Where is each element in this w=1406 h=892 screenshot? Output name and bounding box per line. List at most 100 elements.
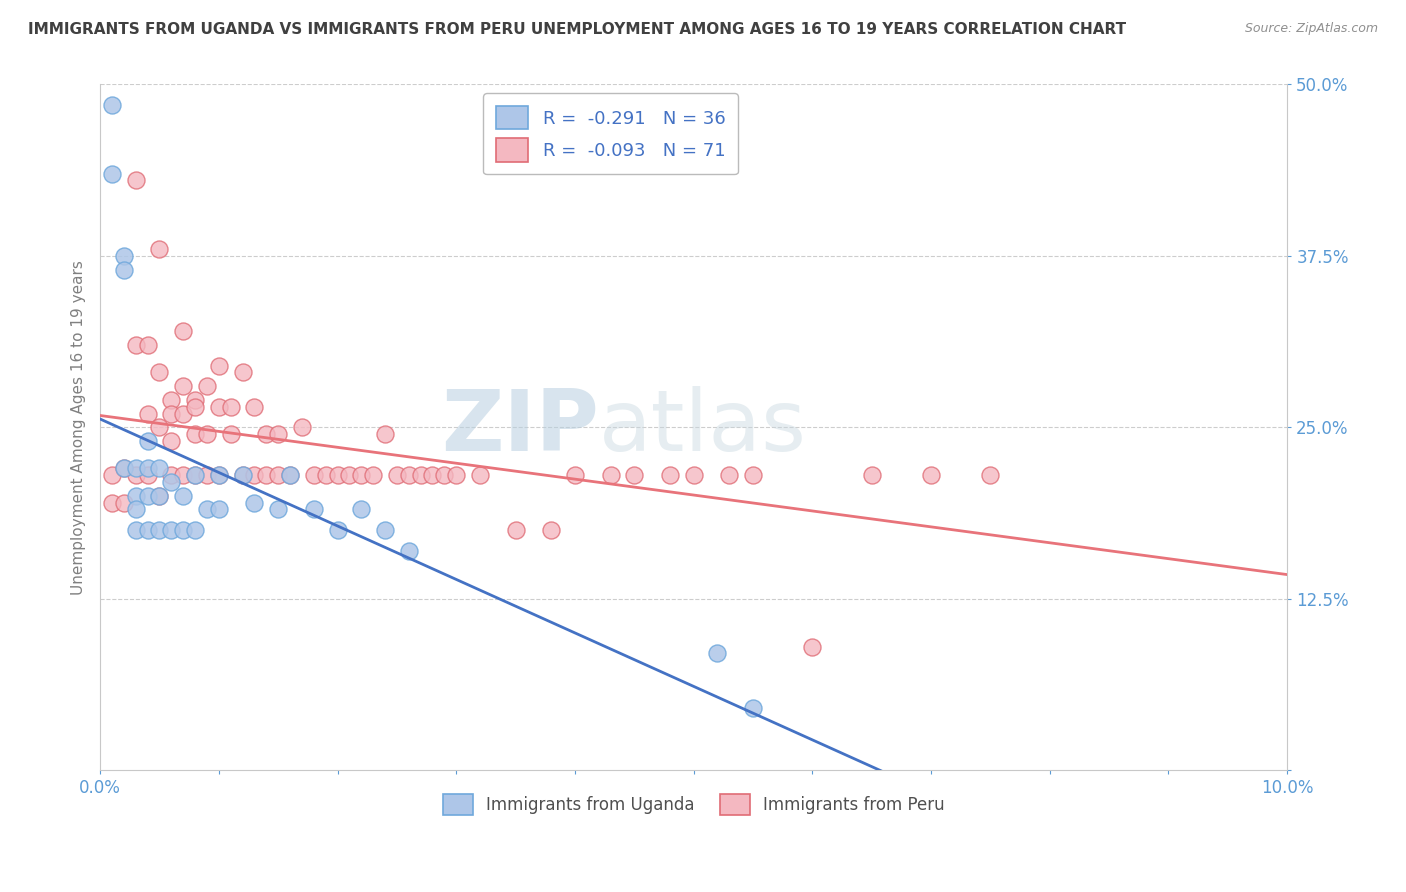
Point bbox=[148, 242, 170, 256]
Point bbox=[112, 461, 135, 475]
Point bbox=[564, 468, 586, 483]
Point bbox=[232, 365, 254, 379]
Point bbox=[195, 468, 218, 483]
Point bbox=[361, 468, 384, 483]
Point bbox=[184, 523, 207, 537]
Text: Source: ZipAtlas.com: Source: ZipAtlas.com bbox=[1244, 22, 1378, 36]
Point bbox=[278, 468, 301, 483]
Point bbox=[184, 392, 207, 407]
Point bbox=[172, 489, 194, 503]
Point bbox=[112, 461, 135, 475]
Point bbox=[232, 468, 254, 483]
Y-axis label: Unemployment Among Ages 16 to 19 years: Unemployment Among Ages 16 to 19 years bbox=[72, 260, 86, 595]
Point bbox=[350, 502, 373, 516]
Point bbox=[254, 468, 277, 483]
Point bbox=[267, 427, 290, 442]
Point bbox=[136, 523, 159, 537]
Point bbox=[468, 468, 491, 483]
Point bbox=[160, 475, 183, 489]
Point bbox=[422, 468, 444, 483]
Point bbox=[208, 400, 231, 414]
Point bbox=[291, 420, 314, 434]
Point bbox=[136, 489, 159, 503]
Point bbox=[112, 249, 135, 263]
Point bbox=[172, 379, 194, 393]
Point bbox=[232, 468, 254, 483]
Point bbox=[136, 407, 159, 421]
Point bbox=[920, 468, 942, 483]
Point bbox=[172, 523, 194, 537]
Point bbox=[101, 468, 124, 483]
Text: IMMIGRANTS FROM UGANDA VS IMMIGRANTS FROM PERU UNEMPLOYMENT AMONG AGES 16 TO 19 : IMMIGRANTS FROM UGANDA VS IMMIGRANTS FRO… bbox=[28, 22, 1126, 37]
Point bbox=[302, 502, 325, 516]
Point bbox=[172, 324, 194, 338]
Point bbox=[326, 523, 349, 537]
Point bbox=[979, 468, 1001, 483]
Point bbox=[148, 461, 170, 475]
Point bbox=[208, 468, 231, 483]
Legend: Immigrants from Uganda, Immigrants from Peru: Immigrants from Uganda, Immigrants from … bbox=[434, 785, 953, 823]
Point bbox=[374, 427, 396, 442]
Point bbox=[195, 502, 218, 516]
Point bbox=[184, 400, 207, 414]
Point bbox=[160, 468, 183, 483]
Point bbox=[208, 468, 231, 483]
Point bbox=[125, 523, 148, 537]
Point bbox=[148, 523, 170, 537]
Point bbox=[801, 640, 824, 654]
Point bbox=[101, 167, 124, 181]
Point bbox=[385, 468, 408, 483]
Point bbox=[125, 468, 148, 483]
Point bbox=[742, 468, 765, 483]
Point bbox=[682, 468, 704, 483]
Point bbox=[184, 427, 207, 442]
Point bbox=[409, 468, 432, 483]
Text: atlas: atlas bbox=[599, 385, 807, 468]
Point bbox=[326, 468, 349, 483]
Point bbox=[125, 173, 148, 187]
Point bbox=[718, 468, 741, 483]
Point bbox=[278, 468, 301, 483]
Point bbox=[172, 407, 194, 421]
Point bbox=[160, 523, 183, 537]
Point bbox=[243, 400, 266, 414]
Point bbox=[444, 468, 467, 483]
Point bbox=[267, 502, 290, 516]
Point bbox=[505, 523, 527, 537]
Point bbox=[101, 495, 124, 509]
Point bbox=[160, 392, 183, 407]
Point bbox=[374, 523, 396, 537]
Point bbox=[148, 489, 170, 503]
Point bbox=[136, 468, 159, 483]
Point bbox=[112, 495, 135, 509]
Point bbox=[208, 359, 231, 373]
Point bbox=[302, 468, 325, 483]
Point bbox=[623, 468, 645, 483]
Point bbox=[599, 468, 621, 483]
Point bbox=[254, 427, 277, 442]
Point bbox=[136, 461, 159, 475]
Point bbox=[350, 468, 373, 483]
Point bbox=[706, 647, 728, 661]
Point bbox=[184, 468, 207, 483]
Point bbox=[160, 407, 183, 421]
Point bbox=[160, 434, 183, 448]
Point bbox=[136, 338, 159, 352]
Point bbox=[243, 495, 266, 509]
Point bbox=[243, 468, 266, 483]
Point bbox=[125, 502, 148, 516]
Point bbox=[398, 468, 420, 483]
Point bbox=[112, 262, 135, 277]
Point bbox=[172, 468, 194, 483]
Point bbox=[195, 427, 218, 442]
Point bbox=[742, 701, 765, 715]
Point bbox=[195, 379, 218, 393]
Point bbox=[315, 468, 337, 483]
Point bbox=[398, 543, 420, 558]
Point bbox=[125, 461, 148, 475]
Point bbox=[148, 489, 170, 503]
Point bbox=[267, 468, 290, 483]
Point bbox=[658, 468, 681, 483]
Point bbox=[136, 434, 159, 448]
Point bbox=[339, 468, 361, 483]
